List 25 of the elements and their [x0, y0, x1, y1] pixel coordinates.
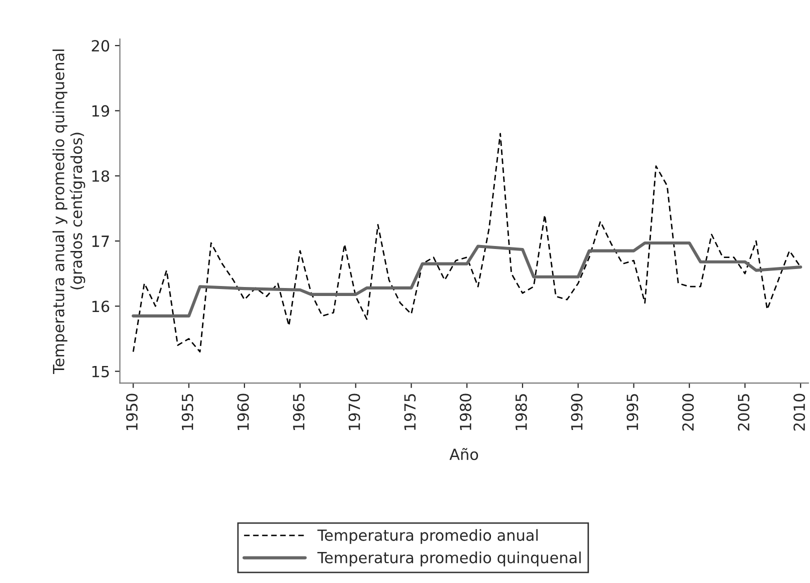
x-tick-label: 1965 — [292, 394, 304, 430]
y-tick-label: 15 — [92, 366, 109, 378]
y-tick-label: 19 — [92, 105, 110, 117]
line-series — [132, 241, 802, 318]
y-tick-label: 20 — [92, 40, 110, 52]
y-tick-label: 18 — [92, 170, 110, 182]
x-tick-label: 2000 — [682, 394, 694, 431]
x-axis-title: Año — [450, 448, 478, 460]
x-tick-label: 1950 — [126, 394, 138, 430]
line-series — [132, 132, 802, 352]
x-tick-label: 1955 — [182, 394, 194, 430]
x-tick-label: 1970 — [348, 394, 360, 430]
x-tick-label: 2010 — [793, 394, 806, 431]
legend-label: Temperatura promedio anual — [317, 529, 538, 544]
y-tick-label: 16 — [92, 300, 110, 312]
x-tick-label: 1975 — [404, 394, 416, 430]
legend-label: Temperatura promedio quinquenal — [317, 552, 581, 566]
x-tick-label: 2005 — [738, 394, 750, 431]
x-tick-label: 1960 — [237, 394, 249, 430]
x-tick-label: 1990 — [571, 394, 583, 430]
y-axis-title: Temperatura anual y promedio quinquenal (grados centígrados) — [52, 50, 86, 374]
x-tick-label: 1985 — [515, 394, 527, 430]
x-tick-label: 1995 — [626, 394, 638, 430]
y-tick-label: 17 — [92, 236, 109, 247]
x-tick-label: 1980 — [460, 394, 472, 430]
